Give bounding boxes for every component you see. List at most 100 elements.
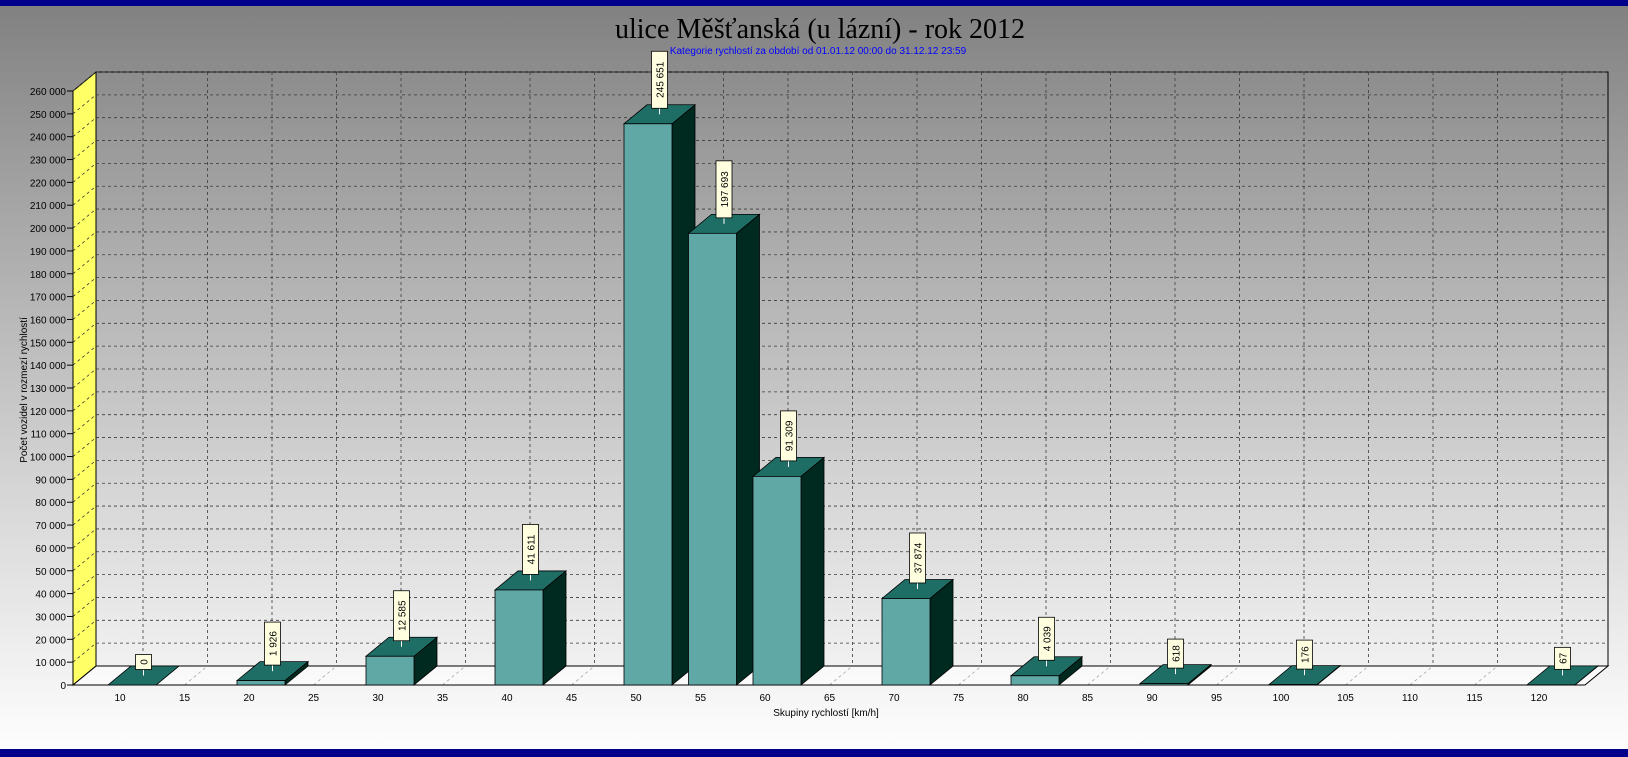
x-tick-label: 20 [243, 693, 255, 704]
data-label: 618 [1172, 645, 1183, 662]
data-label-box [909, 532, 926, 584]
data-label-box [522, 524, 539, 575]
bar-front [1010, 675, 1060, 686]
y-tick-label: 150 000 [30, 338, 67, 349]
y-tick-label: 70 000 [35, 521, 66, 532]
y-axis-label: Počet vozidel v rozmezí rychlostí [19, 317, 30, 463]
x-tick-label: 25 [308, 693, 320, 704]
gridline-wall [72, 505, 97, 526]
y-tick-label: 90 000 [35, 475, 66, 486]
y-tick-label: 40 000 [35, 590, 66, 601]
bar-side [542, 570, 567, 686]
gridline-wall [72, 117, 97, 138]
y-tick-label: 200 000 [30, 224, 67, 235]
x-tick-label: 10 [114, 693, 126, 704]
y-tick-label: 30 000 [35, 612, 66, 623]
y-tick-label: 250 000 [30, 110, 67, 121]
x-tick-label: 60 [759, 693, 771, 704]
gridline-wall [72, 71, 97, 92]
gridline-wall [72, 345, 97, 366]
gridline-wall [72, 322, 97, 343]
y-tick-label: 190 000 [30, 247, 67, 258]
bar-front [881, 598, 931, 686]
data-label: 41 611 [527, 534, 538, 564]
bottom-frame-bar [0, 749, 1628, 757]
gridline-wall [72, 460, 97, 480]
y-tick-label: 180 000 [30, 270, 67, 281]
gridline-wall [72, 414, 97, 435]
data-label: 37 874 [914, 542, 925, 573]
plot-area: 0 10 000 20 000 30 000 40 000 50 000 60 000 70 … [30, 50, 1610, 704]
gridline-wall [72, 277, 97, 297]
y-tick-label: 210 000 [30, 201, 67, 212]
bar-front [688, 232, 737, 686]
gridline-wall [72, 619, 97, 640]
x-tick-label: 40 [501, 693, 513, 704]
x-tick-label: 45 [566, 693, 578, 704]
y-tick-label: 160 000 [30, 315, 67, 326]
data-label: 197 693 [720, 171, 731, 208]
y-tick-label: 230 000 [30, 156, 67, 167]
bar-55: 197 693 [687, 160, 761, 686]
data-label-box [1554, 646, 1571, 670]
bar-120: 67 [1525, 646, 1600, 686]
x-tick-label: 35 [437, 693, 449, 704]
data-label-box [1038, 616, 1055, 661]
x-tick-label: 65 [824, 693, 836, 704]
chart-subtitle: Kategorie rychlostí za období od 01.01.1… [670, 46, 967, 57]
bar-10: 0 [106, 654, 181, 686]
gridline-wall [72, 94, 97, 115]
y-tick-label: 120 000 [30, 407, 67, 418]
x-tick-label: 120 [1531, 693, 1548, 704]
data-label-box [1296, 639, 1313, 670]
gridline-wall [72, 185, 97, 206]
data-label-box [715, 160, 733, 219]
data-label-box [780, 410, 797, 462]
gridline-wall [72, 528, 97, 549]
gridline-wall [72, 391, 97, 412]
x-tick-label: 15 [179, 693, 191, 704]
x-tick-label: 85 [1082, 693, 1094, 704]
bar-side [800, 456, 825, 686]
gridline-wall [72, 597, 97, 617]
x-tick-label: 95 [1211, 693, 1223, 704]
bar-front [623, 123, 673, 686]
bar-20: 1 926 [235, 621, 310, 686]
y-tick-label: 100 000 [30, 453, 67, 464]
y-tick-label: 170 000 [30, 293, 67, 304]
chart-floor [71, 665, 1610, 686]
bar-front [752, 475, 802, 686]
data-label: 0 [140, 659, 151, 665]
data-label-box [393, 590, 410, 642]
data-label-box [651, 50, 668, 109]
data-label: 1 926 [269, 631, 280, 656]
bar-80: 4 039 [1009, 616, 1084, 686]
gridline-wall [72, 368, 97, 389]
x-tick-label: 90 [1146, 693, 1158, 704]
y-tick-label: 0 [60, 681, 66, 692]
bar-front [494, 589, 544, 686]
bar-front [1139, 683, 1189, 686]
y-tick-label: 240 000 [30, 133, 67, 144]
x-tick-label: 55 [695, 693, 707, 704]
bar-front [236, 680, 286, 686]
data-label: 67 [1559, 652, 1570, 664]
gridline-wall [72, 300, 97, 320]
gridline-wall [72, 482, 97, 503]
x-tick-label: 110 [1402, 693, 1418, 704]
x-tick-label: 115 [1467, 693, 1483, 704]
bar-100: 176 [1267, 639, 1342, 686]
x-tick-label: 30 [372, 693, 384, 704]
data-label: 245 651 [656, 61, 667, 98]
bar-front [365, 655, 415, 686]
data-label: 91 309 [785, 420, 796, 451]
y-tick-label: 140 000 [30, 361, 67, 372]
bar-60: 91 309 [751, 410, 826, 686]
y-tick-label: 80 000 [35, 498, 66, 509]
chart-title: ulice Měšťanská (u lázní) - rok 2012 [615, 14, 1025, 45]
y-tick-label: 130 000 [30, 384, 67, 395]
bar-90: 618 [1138, 638, 1213, 686]
data-label: 176 [1301, 646, 1312, 663]
